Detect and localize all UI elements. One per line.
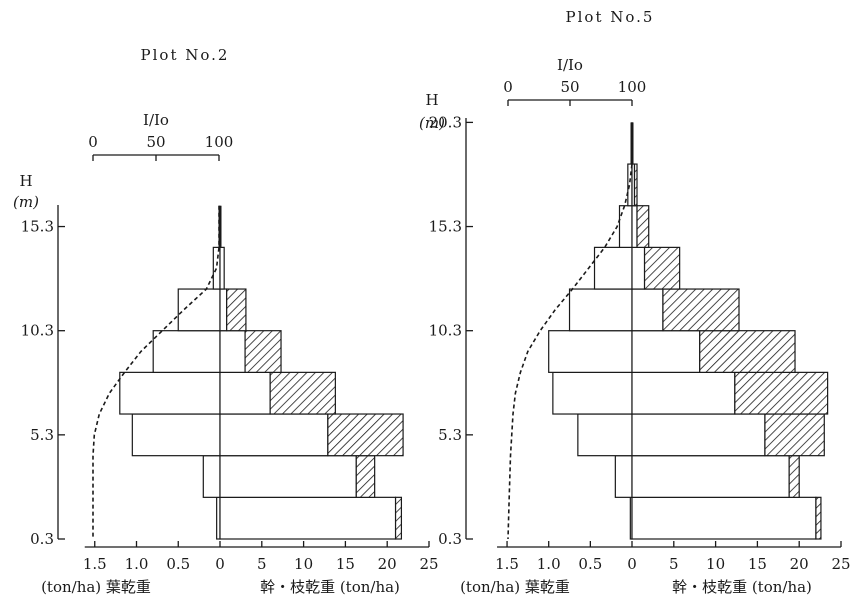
light-profile-curve (507, 122, 633, 540)
height-tick-label: 10.3 (21, 322, 54, 340)
branch-bar (269, 371, 336, 415)
height-tick-label: 15.3 (429, 218, 462, 236)
leaf-axis-label: (ton/ha) 葉乾重 (41, 578, 151, 596)
leaf-bar (552, 371, 633, 415)
leaf-bar (212, 246, 221, 290)
height-axis-label: H (19, 172, 32, 190)
height-axis-unit: (m) (13, 193, 39, 211)
branch-bar (633, 163, 638, 207)
stem-bar (631, 371, 736, 415)
light-tick-label: 100 (618, 78, 647, 96)
height-tick-label: 15.3 (21, 218, 54, 236)
height-tick-label: 5.3 (438, 426, 462, 444)
leaf-bar (627, 163, 633, 207)
wood-axis-label: 幹・枝乾重 (ton/ha) (260, 578, 400, 596)
branch-bar (226, 288, 247, 332)
stem-bar (219, 413, 329, 457)
leaf-bar (614, 455, 633, 498)
wood-tick-label: 15 (748, 555, 767, 573)
stem-bar (219, 288, 228, 332)
light-profile-curve (92, 205, 220, 539)
branch-bar (788, 455, 800, 498)
light-axis-label: I/Io (143, 111, 169, 129)
stem-bar (219, 496, 397, 540)
panel-plot-2: Plot No.2I/Io0 50 100H(m)15.310.35.30.31.5… (13, 46, 439, 596)
leaf-bar (593, 246, 633, 290)
leaf-tick-label: 0 (627, 555, 637, 573)
leaf-bar (618, 205, 633, 248)
leaf-bar (177, 288, 221, 332)
light-tick-label: 50 (146, 133, 165, 151)
height-axis-label: H (425, 91, 438, 109)
leaf-tick-label: 0.5 (578, 555, 602, 573)
leaf-tick-label: 1.5 (83, 555, 107, 573)
branch-bar (699, 330, 796, 373)
height-tick-label: 0.3 (30, 530, 54, 548)
height-tick-label: 5.3 (30, 426, 54, 444)
leaf-bar (568, 288, 633, 332)
leaf-bar (119, 371, 221, 415)
stem-bar (631, 496, 817, 540)
chart-title: Plot No.2 (141, 46, 230, 64)
leaf-tick-label: 1.5 (495, 555, 519, 573)
stem-bar (219, 455, 357, 498)
wood-tick-label: 20 (378, 555, 397, 573)
wood-tick-label: 10 (706, 555, 725, 573)
stem-bar (631, 246, 646, 290)
height-tick-label: 20.3 (429, 113, 462, 131)
wood-tick-label: 5 (257, 555, 267, 573)
leaf-tick-label: 0 (215, 555, 225, 573)
leaf-axis-label: (ton/ha) 葉乾重 (460, 578, 570, 596)
wood-tick-label: 25 (419, 555, 438, 573)
branch-bar (636, 205, 650, 248)
branch-bar (764, 413, 825, 457)
wood-tick-label: 15 (336, 555, 355, 573)
wood-tick-label: 10 (294, 555, 313, 573)
leaf-bar (202, 455, 221, 498)
height-axis-unit: (m) (419, 114, 445, 132)
branch-bar (815, 496, 822, 540)
branch-bar (734, 371, 829, 415)
panel-plot-5: Plot No.5I/Io0 50 100H(m)20.315.310.35.30.… (419, 8, 851, 596)
wood-tick-label: 20 (790, 555, 809, 573)
stem-bar (219, 371, 271, 415)
branch-bar (327, 413, 404, 457)
stem-bar (631, 455, 790, 498)
branch-bar (394, 496, 403, 540)
leaf-tick-label: 1.0 (537, 555, 561, 573)
leaf-bar (548, 330, 633, 373)
leaf-tick-label: 0.5 (166, 555, 190, 573)
leaf-bar (152, 330, 221, 373)
leaf-bar (577, 413, 633, 457)
branch-bar (355, 455, 376, 498)
stem-bar (631, 330, 701, 373)
light-axis-label: I/Io (557, 56, 583, 74)
branch-bar (643, 246, 681, 290)
branch-bar (662, 288, 740, 332)
light-tick-label: 100 (205, 133, 234, 151)
light-tick-label: 0 (88, 133, 98, 151)
stem-bar (631, 205, 638, 248)
stem-bar (631, 288, 664, 332)
stem-bar (631, 413, 766, 457)
light-tick-label: 0 (503, 78, 513, 96)
stem-bar (219, 246, 225, 290)
leaf-tick-label: 1.0 (125, 555, 149, 573)
leaf-bar (131, 413, 221, 457)
wood-tick-label: 5 (669, 555, 679, 573)
light-tick-label: 50 (560, 78, 579, 96)
chart-title: Plot No.5 (566, 8, 655, 26)
wood-tick-label: 25 (831, 555, 850, 573)
wood-axis-label: 幹・枝乾重 (ton/ha) (672, 578, 812, 596)
height-tick-label: 0.3 (438, 530, 462, 548)
branch-bar (244, 330, 282, 373)
height-tick-label: 10.3 (429, 322, 462, 340)
stem-bar (219, 330, 246, 373)
